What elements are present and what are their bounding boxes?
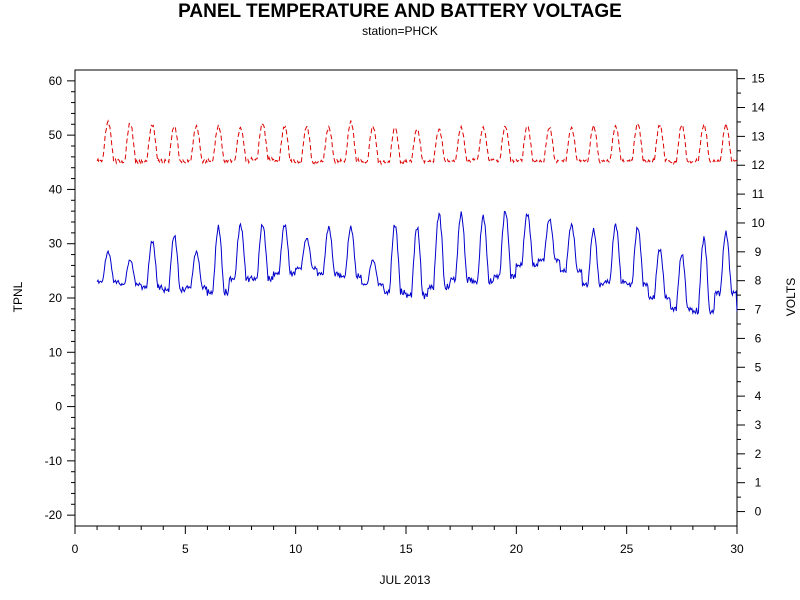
axes [74,69,738,527]
y-right-tick-label: 2 [755,447,762,461]
y-axis-right-label: VOLTS [784,278,798,316]
y-left-tick-label: 40 [49,182,63,196]
y-right-tick-label: 3 [755,418,762,432]
y-right-tick-label: 4 [755,389,762,403]
chart-title: PANEL TEMPERATURE AND BATTERY VOLTAGE [178,1,622,22]
y-right-tick-label: 15 [751,72,765,86]
ticks: 0 5 10 15 20 25 30-20-100102030405060012345678… [45,72,765,556]
y-right-tick-label: 13 [751,129,765,143]
series-line-volts [96,119,738,166]
y-right-tick-label: 12 [751,158,765,172]
y-right-tick-label: 0 [755,505,762,519]
y-left-tick-label: 50 [49,128,63,142]
y-right-tick-label: 6 [755,331,762,345]
series-line-tpnl [96,210,738,316]
x-tick-label: 30 [730,542,744,556]
y-right-tick-label: 9 [755,245,762,259]
x-tick-label: 10 [289,542,303,556]
y-right-tick-label: 11 [752,187,765,201]
y-left-tick-label: -20 [45,508,63,522]
y-left-tick-label: -10 [45,454,63,468]
y-left-tick-label: 30 [49,237,63,251]
x-tick-label: 5 [182,542,189,556]
x-tick-label: 25 [620,542,634,556]
plot-frame [74,69,738,527]
y-right-tick-label: 1 [755,476,762,490]
y-left-tick-label: 10 [49,345,63,359]
series-layer [96,119,738,316]
x-tick-label: 20 [510,542,524,556]
y-left-tick-label: 0 [55,400,62,414]
y-left-tick-label: 20 [49,291,63,305]
chart-subtitle: station=PHCK [362,24,438,38]
y-right-tick-label: 14 [751,101,765,115]
y-axis-left-label: TPNL [11,281,25,312]
y-right-tick-label: 5 [755,360,762,374]
x-tick-label: 0 [72,542,79,556]
y-left-tick-label: 60 [49,74,63,88]
x-tick-label: 15 [399,542,413,556]
x-axis-label: JUL 2013 [380,573,431,587]
y-right-tick-label: 8 [755,274,762,288]
y-right-tick-label: 10 [751,216,765,230]
y-right-tick-label: 7 [755,303,762,317]
